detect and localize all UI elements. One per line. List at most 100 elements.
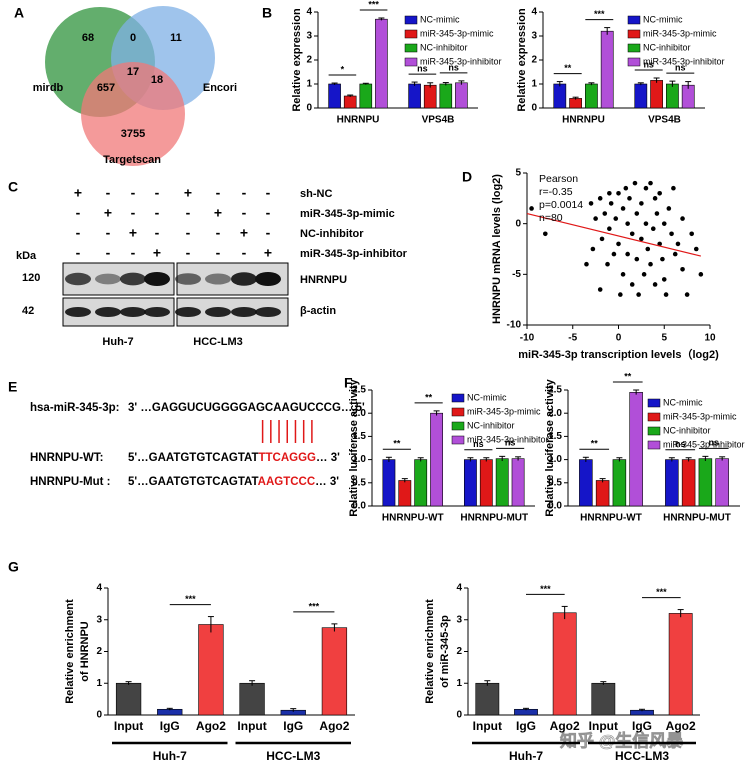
legend-label: miR-345-3p-inhibitor [420,56,502,66]
treatment-sign: - [216,185,221,201]
panel-label: G [8,559,19,575]
point [629,231,635,237]
point [588,201,594,206]
significance-label: ** [591,439,599,449]
treatment-sign: - [242,245,247,261]
treatment-sign: + [74,185,82,201]
treatment-sign: - [155,185,160,201]
treatment-sign: + [264,245,272,261]
panel-label: D [462,169,472,185]
point [597,287,603,292]
treatment-sign: - [76,205,81,221]
x-tick-label: Ago2 [666,719,696,733]
point [648,261,653,267]
treatment-sign: - [131,205,136,221]
sequence-label: HNRNPU-Mut : [30,476,110,488]
annotation: r=-0.35 [539,186,573,198]
bar [553,83,567,109]
y-tick-label: 2.0 [352,408,366,419]
venn-set-label: mirdb [33,82,64,94]
point [652,196,658,201]
sequence: 5'…GAATGTGTCAGTATTTCAGGG… 3' [128,452,340,464]
bar [115,682,142,716]
venn-count: 68 [82,32,94,44]
y-tick-label: 1.0 [352,454,366,465]
significance-label: ns [709,438,720,448]
sequence-part: TTCAGGG [259,452,317,464]
x-tick-label: HNRNPU [337,115,380,126]
sequence-label: hsa-miR-345-3p: [30,402,119,414]
treatment-sign: - [186,205,191,221]
point [607,226,612,232]
bar [715,458,729,507]
y-tick-label: 0.5 [352,477,366,488]
point [634,211,640,216]
panel-label: B [262,5,272,21]
y-tick-label: 4 [531,7,537,18]
treatment-sign: + [184,185,192,201]
treatment-sign: + [240,225,248,241]
blot-band [95,307,121,317]
point [602,211,608,216]
significance-label: *** [185,594,196,604]
x-tick-label: Ago2 [319,719,349,733]
point [605,261,610,267]
significance-label: *** [368,0,379,9]
treatment-sign: - [155,205,160,221]
treatment-sign: - [216,245,221,261]
protein-label: β-actin [300,305,336,317]
y-tick-label: 4 [96,583,102,594]
point [608,201,614,206]
x-tick-label: 0 [616,333,622,344]
treatment-label: sh-NC [300,188,332,200]
significance-label: *** [656,587,667,597]
x-tick-label: IgG [160,719,180,733]
point [620,206,626,211]
bar [511,458,525,507]
venn-count: 3755 [121,128,145,140]
treatment-sign: - [216,225,221,241]
point [650,226,656,232]
x-tick-label: -5 [568,333,577,344]
blot-band [255,272,281,286]
protein-label: HNRNPU [300,274,347,286]
point [684,292,690,297]
point [657,190,662,196]
bar [569,98,582,109]
legend-swatch [647,412,661,422]
blot-band [175,273,201,285]
treatment-sign: - [106,185,111,201]
point [660,256,665,262]
bar [239,682,265,716]
bar [495,458,509,507]
blot-band [120,272,146,286]
point [652,282,658,287]
bar [600,30,614,109]
point [620,272,626,277]
legend-swatch [451,421,465,431]
y-tick-label: 2.5 [352,385,366,396]
treatment-label: miR-345-3p-mimic [300,208,395,220]
blot-band [144,307,170,317]
y-tick-label: 1.5 [548,431,562,442]
bar [343,95,357,109]
legend-swatch [627,57,641,67]
x-tick-label: Input [589,719,618,733]
venn-set-label: Targetscan [103,154,161,166]
sequence-part: 5'…GAATGTGTCAGTAT [128,476,258,488]
point [643,185,649,191]
legend-swatch [647,426,661,436]
legend-label: NC-mimic [663,397,703,407]
significance-label: *** [309,601,320,611]
point [543,231,548,237]
significance-label: * [341,64,345,74]
sequence: 3' …GAGGUCUGGGGAGCAAGUCCCG… 5' [128,402,365,414]
treatment-sign: - [76,245,81,261]
bar [398,480,412,507]
significance-label: ns [505,438,516,448]
point [616,190,621,196]
y-tick-label: 0 [515,218,521,229]
y-tick-label: 1.5 [352,431,366,442]
blot-band [95,273,121,285]
